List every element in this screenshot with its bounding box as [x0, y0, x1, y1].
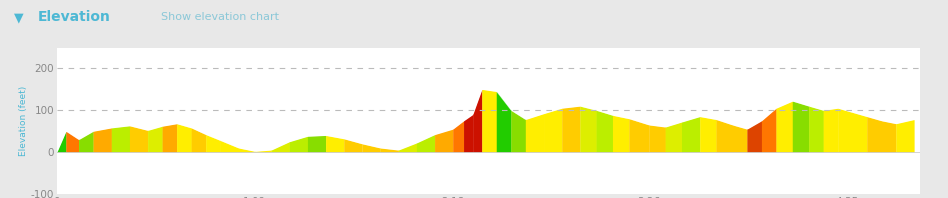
Text: ▼: ▼ — [14, 11, 24, 24]
Text: Elevation: Elevation — [38, 10, 111, 24]
Text: Show elevation chart: Show elevation chart — [161, 12, 279, 22]
Y-axis label: Elevation (feet): Elevation (feet) — [19, 86, 27, 156]
